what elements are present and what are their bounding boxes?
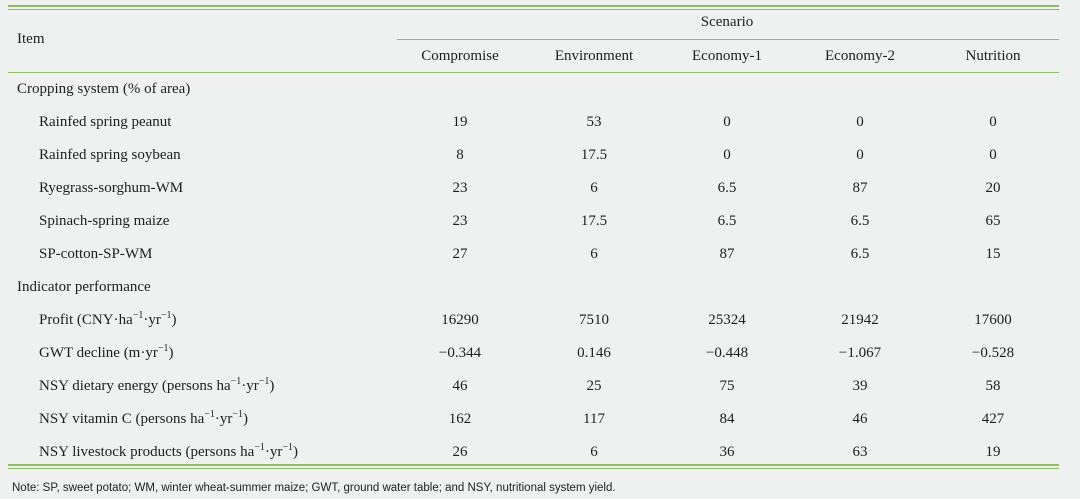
label-part: ) bbox=[293, 444, 299, 460]
unit-superscript: −1 bbox=[157, 343, 169, 354]
table-cell: 162 bbox=[448, 411, 472, 427]
row-label: Profit (CNY·ha−1·yr−1) bbox=[39, 310, 177, 331]
table-cell: 58 bbox=[985, 378, 1001, 394]
table-cell: −1.067 bbox=[838, 345, 882, 361]
table-note: Note: SP, sweet potato; WM, winter wheat… bbox=[12, 482, 616, 494]
table-cell: 17.5 bbox=[580, 213, 608, 229]
unit-superscript: −1 bbox=[132, 310, 144, 321]
row-label: Rainfed spring peanut bbox=[39, 114, 172, 130]
table-cell: 46 bbox=[452, 378, 468, 394]
column-header: Environment bbox=[554, 48, 634, 64]
table-cell: 23 bbox=[452, 213, 468, 229]
cropped-caption-fragment bbox=[6, 0, 126, 1]
table-cell: 19 bbox=[985, 444, 1001, 460]
table-cell: 20 bbox=[985, 180, 1001, 196]
table-cell: 6 bbox=[590, 444, 598, 460]
row-label: GWT decline (m·yr−1) bbox=[39, 343, 174, 364]
label-part: ·yr bbox=[143, 312, 161, 328]
table-cell: 26 bbox=[452, 444, 468, 460]
row-label: NSY vitamin C (persons ha−1·yr−1) bbox=[39, 409, 249, 430]
table-cell: 84 bbox=[719, 411, 735, 427]
label-part: ) bbox=[171, 312, 177, 328]
table-cell: 17.5 bbox=[580, 147, 608, 163]
label-part: ·yr bbox=[214, 411, 233, 427]
table-cell: 25324 bbox=[708, 312, 746, 328]
unit-superscript: −1 bbox=[230, 376, 242, 387]
table-cell: 21942 bbox=[841, 312, 879, 328]
section-title: Cropping system (% of area) bbox=[17, 81, 191, 97]
label-part: ) bbox=[168, 345, 174, 361]
row-label: Rainfed spring soybean bbox=[39, 147, 181, 163]
table-cell: 27 bbox=[452, 246, 468, 262]
unit-superscript: −1 bbox=[282, 442, 294, 453]
table-cell: 8 bbox=[456, 147, 464, 163]
label-part: NSY dietary energy (persons ha bbox=[39, 378, 231, 394]
table-top-rule bbox=[8, 5, 1059, 10]
scenario-header: Scenario bbox=[700, 14, 754, 30]
table-cell: 65 bbox=[985, 213, 1001, 229]
label-part: Profit (CNY·ha bbox=[39, 312, 133, 328]
label-part: ·yr bbox=[241, 378, 259, 394]
row-label: Spinach-spring maize bbox=[39, 213, 170, 229]
table-cell: 23 bbox=[452, 180, 468, 196]
table-cell: 0 bbox=[989, 147, 997, 163]
column-header: Compromise bbox=[421, 48, 499, 64]
table-cell: 46 bbox=[852, 411, 868, 427]
table-cell: 15 bbox=[985, 246, 1001, 262]
table-cell: 19 bbox=[452, 114, 468, 130]
unit-superscript: −1 bbox=[204, 409, 215, 420]
table-cell: 53 bbox=[586, 114, 602, 130]
label-part: GWT decline (m·yr bbox=[39, 345, 158, 361]
table-cell: −0.448 bbox=[705, 345, 749, 361]
table-cell: 0 bbox=[856, 147, 864, 163]
table-cell: 0 bbox=[856, 114, 864, 130]
table-cell: 6.5 bbox=[717, 180, 737, 196]
row-label: Ryegrass-sorghum-WM bbox=[39, 180, 184, 196]
table-cell: −0.528 bbox=[971, 345, 1015, 361]
table-cell: 427 bbox=[981, 411, 1005, 427]
table-cell: 7510 bbox=[579, 312, 609, 328]
table-cell: 17600 bbox=[974, 312, 1012, 328]
label-part: ) bbox=[243, 411, 249, 427]
label-part: ·yr bbox=[264, 444, 283, 460]
table-cell: 0 bbox=[989, 114, 997, 130]
label-part: NSY vitamin C (persons ha bbox=[39, 411, 205, 427]
table-cell: 87 bbox=[852, 180, 868, 196]
label-part: ) bbox=[269, 378, 275, 394]
item-header: Item bbox=[17, 31, 45, 47]
column-header: Economy-2 bbox=[825, 48, 895, 64]
column-header: Economy-1 bbox=[692, 48, 762, 64]
unit-superscript: −1 bbox=[160, 310, 172, 321]
table-cell: 25 bbox=[586, 378, 602, 394]
unit-superscript: −1 bbox=[258, 376, 270, 387]
table-cell: 36 bbox=[719, 444, 735, 460]
table-cell: 75 bbox=[719, 378, 735, 394]
row-label: NSY livestock products (persons ha−1·yr−… bbox=[39, 442, 299, 463]
row-label: NSY dietary energy (persons ha−1·yr−1) bbox=[39, 376, 275, 397]
table-cell: 6.5 bbox=[717, 213, 737, 229]
table-cell: 0.146 bbox=[577, 345, 611, 361]
label-part: NSY livestock products (persons ha bbox=[39, 444, 255, 460]
unit-superscript: −1 bbox=[232, 409, 244, 420]
table-cell: 6 bbox=[590, 246, 598, 262]
table-cell: 87 bbox=[719, 246, 735, 262]
scenario-rule bbox=[397, 39, 1059, 40]
table-cell: 6 bbox=[590, 180, 598, 196]
table-cell: 117 bbox=[583, 411, 605, 427]
table-cell: −0.344 bbox=[438, 345, 482, 361]
table-cell: 0 bbox=[723, 147, 731, 163]
row-label: SP-cotton-SP-WM bbox=[39, 246, 153, 262]
table-cell: 63 bbox=[852, 444, 868, 460]
table-cell: 6.5 bbox=[850, 213, 870, 229]
section-title: Indicator performance bbox=[17, 279, 151, 295]
table-bottom-rule bbox=[8, 464, 1059, 469]
header-bottom-rule bbox=[8, 72, 1059, 73]
table-cell: 39 bbox=[852, 378, 868, 394]
table-cell: 6.5 bbox=[850, 246, 870, 262]
column-header: Nutrition bbox=[965, 48, 1021, 64]
unit-superscript: −1 bbox=[254, 442, 265, 453]
table-cell: 16290 bbox=[441, 312, 479, 328]
table-cell: 0 bbox=[723, 114, 731, 130]
